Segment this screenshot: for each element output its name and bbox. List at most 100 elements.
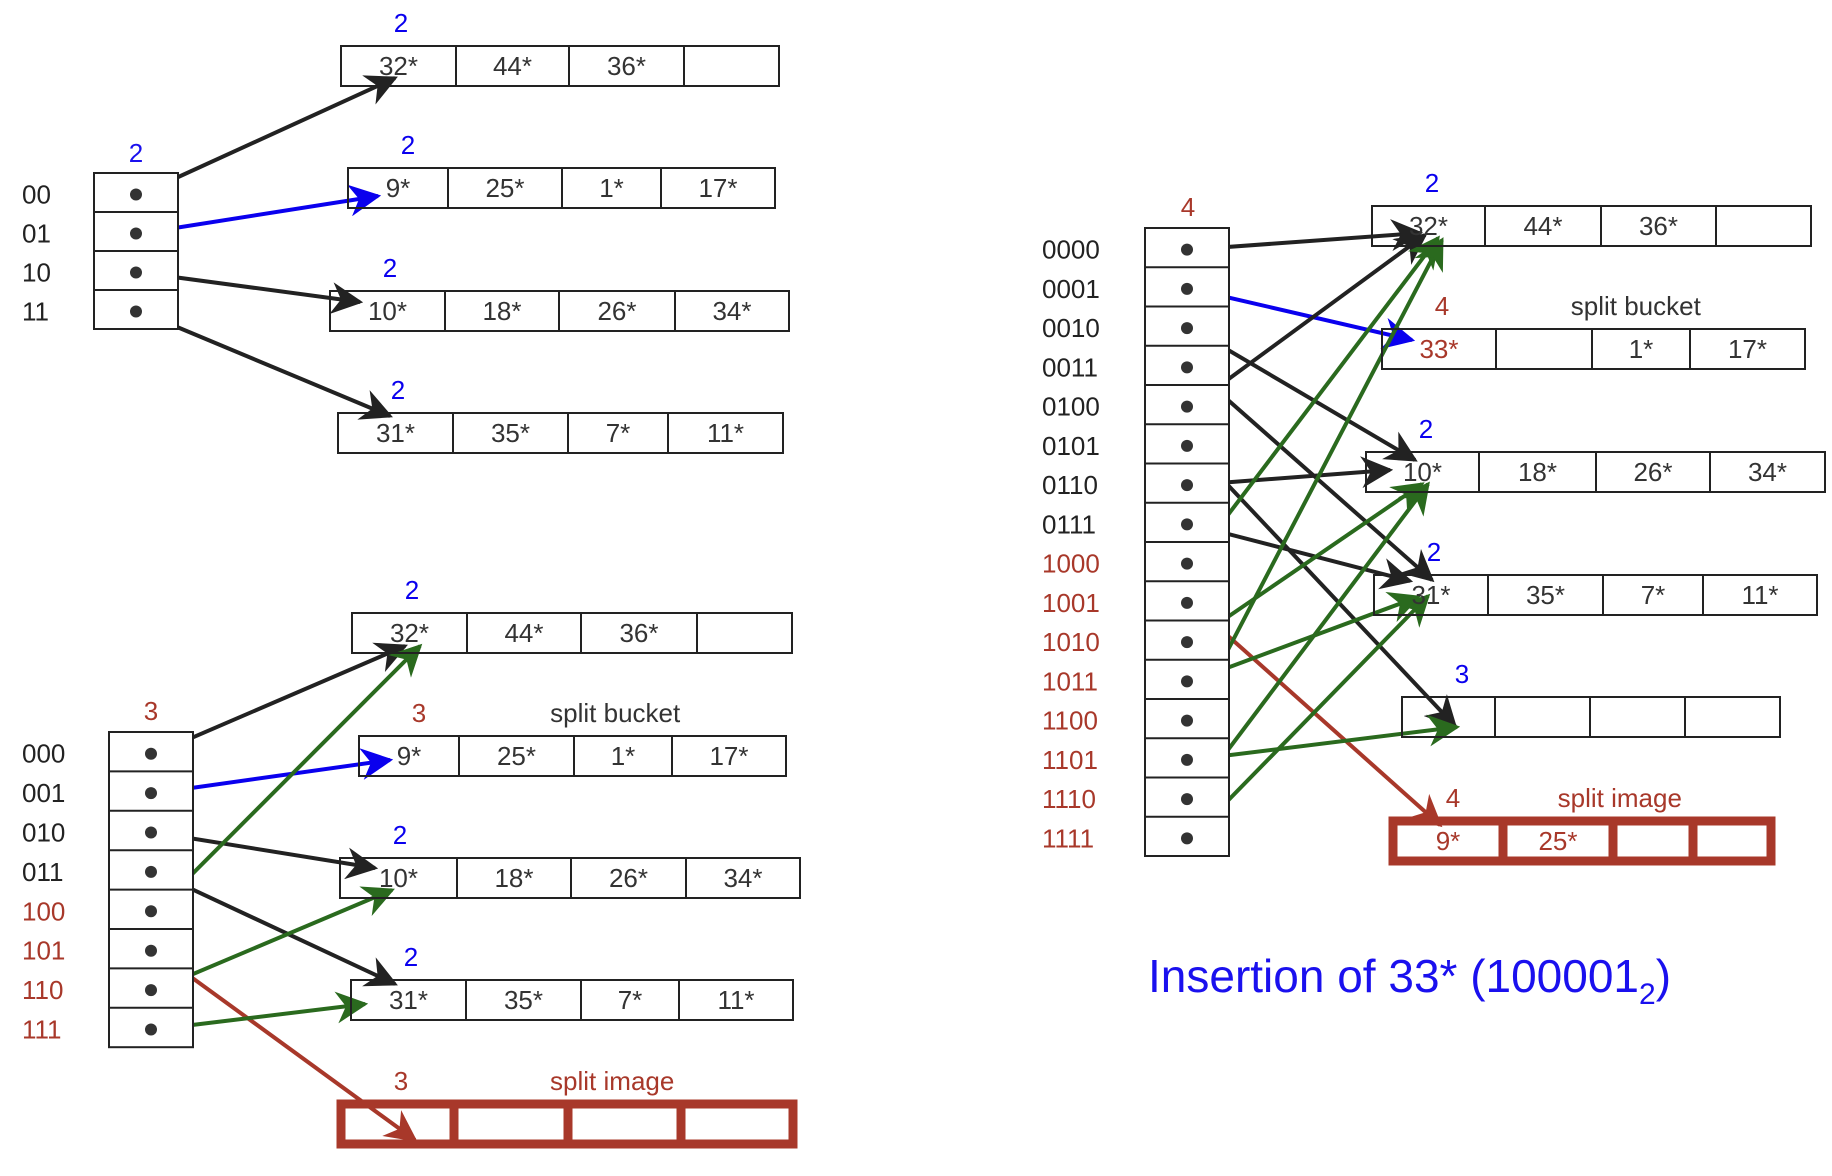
bucket-entry: 7* [618, 985, 643, 1015]
local-depth-label: 2 [404, 942, 418, 972]
bucket-entry: 35* [504, 985, 543, 1015]
directory-pointer-dot [1181, 439, 1193, 452]
bucket-entry: 32* [1409, 211, 1448, 241]
directory-pointer-dot [145, 944, 157, 957]
global-depth-label: 4 [1181, 192, 1195, 222]
bucket-entry: 11* [717, 985, 754, 1015]
directory-label: 0101 [1042, 431, 1100, 461]
directory-label: 1111 [1042, 823, 1094, 853]
bucket-entry: 11* [707, 418, 744, 448]
pointer-arrow [1189, 235, 1440, 565]
pointer-arrow [154, 748, 394, 796]
pointer-arrow [139, 184, 382, 236]
directory-pointer-dot [1181, 243, 1193, 256]
split-image-label: split image [550, 1066, 674, 1096]
local-depth-label: 3 [1455, 659, 1469, 689]
bucket-entry: 31* [376, 418, 415, 448]
bucket-entry: 25* [485, 173, 524, 203]
directory-label: 000 [22, 739, 65, 769]
bucket-entry: 36* [619, 618, 658, 648]
bucket-entry: 44* [504, 618, 543, 648]
bucket-entry: 10* [379, 863, 418, 893]
pointer-arrow [139, 75, 398, 197]
bucket-entry: 36* [607, 51, 646, 81]
directory-pointer-dot [1181, 596, 1193, 609]
directory-label: 101 [22, 936, 65, 966]
bucket [1371, 205, 1812, 247]
directory-label: 01 [22, 219, 51, 249]
directory-pointer-dot [1181, 557, 1193, 570]
bucket-entry: 18* [1518, 457, 1557, 487]
pointer-arrow [1189, 365, 1435, 583]
bucket-entry: 32* [379, 51, 418, 81]
bucket [350, 979, 794, 1021]
local-depth-label: 2 [394, 8, 408, 38]
directory-label: 011 [22, 857, 63, 887]
local-depth-label: 4 [1435, 291, 1449, 321]
bucket-entry: 18* [494, 863, 533, 893]
diagram-title: Insertion of 33* (1000012) [1148, 950, 1671, 1011]
directory-pointer-dot [1181, 282, 1193, 295]
directory-label: 1110 [1042, 784, 1096, 814]
bucket-entry: 1* [1629, 334, 1654, 364]
directory-pointer-dot [130, 266, 142, 279]
directory-label: 0011 [1042, 352, 1098, 382]
pointer-arrow [1189, 444, 1458, 729]
bucket-entry: 35* [1526, 580, 1565, 610]
bucket [351, 612, 793, 654]
bucket-entry: 33* [1419, 334, 1458, 364]
bucket-entry: 17* [709, 741, 748, 771]
bucket-entry: 9* [397, 741, 422, 771]
directory-label: 0100 [1042, 392, 1100, 422]
pointer-arrow [1190, 714, 1461, 762]
bucket [337, 412, 784, 454]
bucket-entry: 35* [491, 418, 530, 448]
directory-pointer-dot [145, 865, 157, 878]
bucket-entry: 26* [609, 863, 648, 893]
directory-pointer-dot [1181, 753, 1193, 766]
bucket-entry: 44* [1523, 211, 1562, 241]
directory-label: 0110 [1042, 470, 1098, 500]
bucket-entry: 44* [493, 51, 532, 81]
bucket-entry: 10* [368, 296, 407, 326]
pointer-arrow [1189, 593, 1431, 840]
bucket-entry: 10* [1403, 457, 1442, 487]
title-subscript: 2 [1639, 978, 1656, 1011]
directory-pointer-dot [145, 747, 157, 760]
directory-pointer-dot [1181, 714, 1193, 727]
directory-label: 0001 [1042, 274, 1100, 304]
directory-label: 1001 [1042, 588, 1100, 618]
pointer-arrow [154, 642, 408, 756]
global-depth-label: 2 [129, 138, 143, 168]
bucket-entry: 26* [597, 296, 636, 326]
local-depth-label: 2 [1427, 537, 1441, 567]
directory-label: 1010 [1042, 627, 1100, 657]
bucket-entry: 34* [1748, 457, 1787, 487]
local-depth-label: 2 [401, 130, 415, 160]
directory-pointer-dot [1181, 322, 1193, 335]
directory-label: 11 [22, 297, 49, 327]
directory-label: 001 [22, 778, 65, 808]
bucket-entry: 36* [1639, 211, 1678, 241]
local-depth-label: 3 [412, 698, 426, 728]
bucket-entry: 31* [389, 985, 428, 1015]
local-depth-label: 3 [394, 1066, 408, 1096]
bucket-entry: 18* [482, 296, 521, 326]
directory-pointer-dot [145, 787, 157, 800]
directory-pointer-dot [130, 227, 142, 240]
bucket-entry: 26* [1633, 457, 1672, 487]
pointer-arrow [1189, 481, 1430, 801]
directory-label: 0111 [1042, 509, 1096, 539]
directory-pointer-dot [130, 305, 142, 318]
directory-label: 00 [22, 180, 51, 210]
bucket-entry: 25* [1538, 826, 1577, 856]
bucket-entry: 9* [386, 173, 411, 203]
bucket-entry: 11* [1741, 580, 1778, 610]
local-depth-label: 2 [393, 820, 407, 850]
split-bucket-label: split bucket [550, 698, 681, 728]
bucket-entry: 32* [390, 618, 429, 648]
local-depth-label: 2 [391, 375, 405, 405]
directory-pointer-dot [130, 188, 142, 201]
directory-label: 10 [22, 258, 51, 288]
